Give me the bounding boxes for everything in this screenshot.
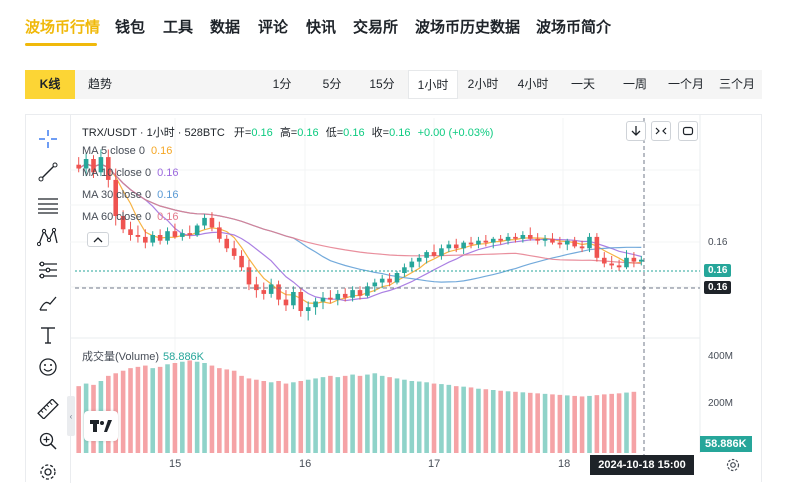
- ma5-legend: MA 5 close 0 0.16: [82, 145, 172, 157]
- ohlc-legend: TRX/USDT · 1小时 · 528BTC 开=0.16 高=0.16 低=…: [82, 124, 493, 140]
- horizontal-lines-icon[interactable]: [36, 193, 60, 217]
- period-4h[interactable]: 4小时: [517, 77, 549, 91]
- x-tick-17: 17: [428, 458, 441, 470]
- collapse-legend-button[interactable]: [87, 232, 109, 247]
- zoom-in-icon[interactable]: [36, 429, 60, 453]
- ma30-legend: MA 30 close 0 0.16: [82, 189, 179, 201]
- volume-label: 成交量(Volume): [82, 351, 160, 363]
- nav-history[interactable]: 波场币历史数据: [415, 19, 521, 36]
- period-1mo[interactable]: 一个月: [667, 77, 704, 91]
- ma10-label: MA 10 close 0: [82, 167, 152, 179]
- crosshair-price-tag: 0.16: [704, 281, 732, 294]
- period-5m[interactable]: 5分: [322, 77, 342, 91]
- period-1w[interactable]: 一周: [622, 77, 647, 91]
- ma30-value: 0.16: [157, 189, 179, 201]
- text-icon[interactable]: [36, 323, 60, 347]
- period-2h[interactable]: 2小时: [467, 77, 499, 91]
- tab-trend[interactable]: 趋势: [87, 77, 112, 91]
- drawing-toolbar: [26, 115, 71, 483]
- period-15m[interactable]: 15分: [369, 77, 395, 91]
- ma5-value: 0.16: [150, 145, 173, 157]
- nav-data[interactable]: 数据: [210, 19, 241, 36]
- period-1h[interactable]: 1小时: [408, 70, 458, 99]
- close-label: 收=: [371, 127, 390, 139]
- nav-active-underline: [25, 43, 97, 46]
- chart-settings-icon[interactable]: [726, 458, 740, 477]
- crosshair-icon[interactable]: [36, 127, 60, 151]
- chart-frame: [25, 114, 762, 483]
- brush-icon[interactable]: [36, 291, 60, 315]
- pattern-icon[interactable]: [36, 225, 60, 249]
- period-1m[interactable]: 1分: [272, 77, 292, 91]
- high-label: 高=: [279, 127, 298, 139]
- nav-comments[interactable]: 评论: [258, 19, 289, 36]
- period-1d[interactable]: 一天: [570, 77, 595, 91]
- close-value: 0.16: [389, 127, 411, 139]
- nav-news[interactable]: 快讯: [306, 19, 337, 36]
- x-tick-18: 18: [558, 458, 571, 470]
- volume-axis-400m: 400M: [708, 351, 734, 362]
- open-value: 0.16: [251, 127, 273, 139]
- ma60-label: MA 60 close 0: [82, 211, 152, 223]
- period-3mo[interactable]: 三个月: [718, 77, 755, 91]
- top-nav: 波场币行情 钱包 工具 数据 评论 快讯 交易所 波场币历史数据 波场币简介: [0, 0, 787, 50]
- last-price-tag: 0.16: [704, 264, 732, 277]
- low-label: 低=: [325, 127, 344, 139]
- nav-exchanges[interactable]: 交易所: [353, 19, 399, 36]
- volume-legend: 成交量(Volume) 58.886K: [82, 348, 204, 364]
- trend-line-icon[interactable]: [36, 160, 60, 184]
- high-value: 0.16: [297, 127, 319, 139]
- measure-icon[interactable]: [36, 258, 60, 282]
- settings-icon[interactable]: [36, 460, 60, 484]
- nav-wallet[interactable]: 钱包: [115, 19, 146, 36]
- scroll-handle[interactable]: ‹: [67, 396, 75, 436]
- low-value: 0.16: [343, 127, 365, 139]
- x-tick-16: 16: [299, 458, 312, 470]
- fullscreen-icon[interactable]: [651, 121, 671, 141]
- symbol-label: TRX/USDT · 1小时 · 528BTC: [82, 127, 225, 139]
- open-label: 开=: [233, 127, 252, 139]
- nav-intro[interactable]: 波场币简介: [536, 19, 612, 36]
- tradingview-logo-icon: [84, 411, 118, 441]
- ma60-value: 0.16: [157, 211, 179, 223]
- volume-tag: 58.886K: [700, 436, 752, 452]
- ma60-legend: MA 60 close 0 0.16: [82, 211, 179, 223]
- ma5-label: MA 5 close 0: [82, 145, 145, 157]
- volume-axis-200m: 200M: [708, 398, 734, 409]
- ruler-icon[interactable]: [36, 397, 60, 421]
- ma10-value: 0.16: [157, 167, 179, 179]
- crosshair-time-tag: 2024-10-18 15:00: [590, 455, 694, 475]
- volume-value: 58.886K: [163, 351, 205, 363]
- nav-tools[interactable]: 工具: [163, 19, 194, 36]
- tab-kline[interactable]: K线: [25, 70, 75, 99]
- ma10-legend: MA 10 close 0 0.16: [82, 167, 179, 179]
- screenshot-icon[interactable]: [678, 121, 698, 141]
- nav-market[interactable]: 波场币行情: [25, 19, 101, 36]
- emoji-icon[interactable]: [36, 355, 60, 379]
- x-tick-15: 15: [169, 458, 182, 470]
- arrow-down-icon[interactable]: [626, 121, 646, 141]
- chart-controls: K线 趋势 1分 5分 15分 1小时 2小时 4小时 一天 一周 一个月 三个…: [25, 70, 762, 99]
- change-value: +0.00 (+0.03%): [417, 127, 494, 139]
- ma30-label: MA 30 close 0: [82, 189, 152, 201]
- price-axis-label: 0.16: [708, 237, 728, 248]
